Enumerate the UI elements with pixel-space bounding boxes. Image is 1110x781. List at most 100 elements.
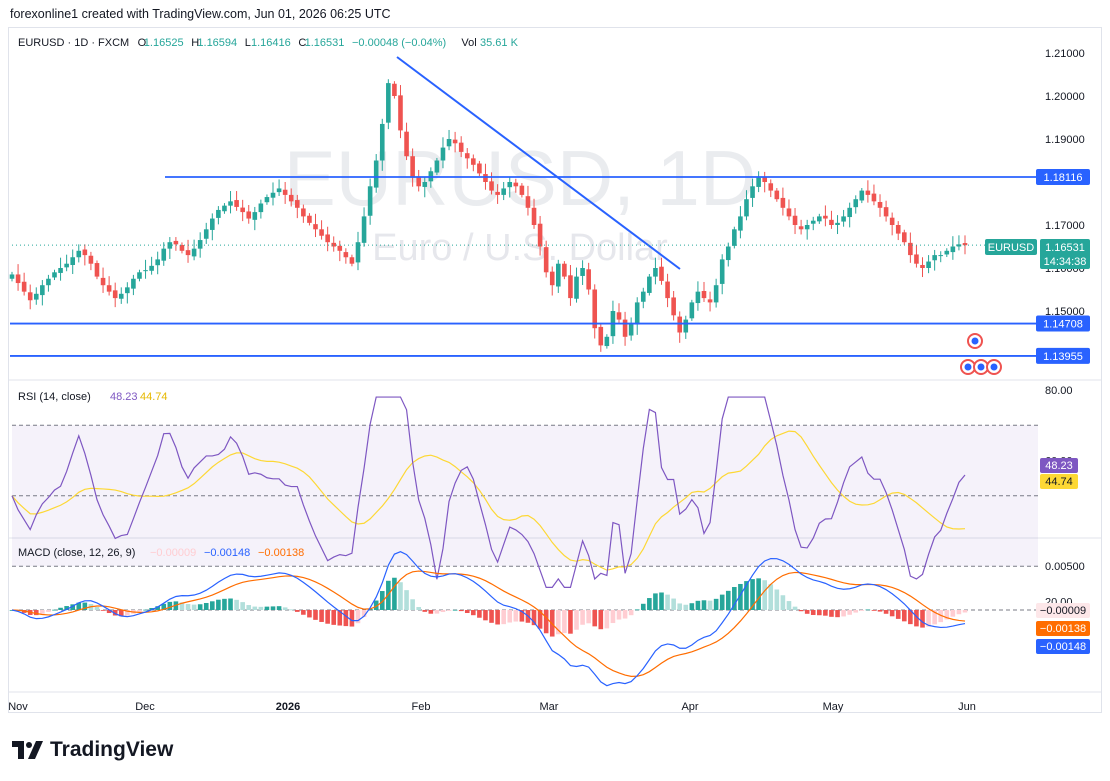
macd-histogram-bar <box>622 610 628 619</box>
macd-histogram-bar <box>282 607 288 610</box>
candle-body <box>568 275 573 299</box>
price-axis-tick: 1.15000 <box>1045 306 1085 318</box>
candle-body <box>501 188 506 195</box>
price-axis-tick: 1.20000 <box>1045 91 1085 103</box>
candle-body <box>628 323 634 336</box>
macd-histogram-bar <box>240 602 245 610</box>
macd-histogram-bar <box>398 582 403 610</box>
macd-histogram-bar <box>659 592 664 610</box>
legend-c-value: 1.16531 <box>305 37 345 49</box>
candle-body <box>40 285 45 296</box>
candle-body <box>446 139 452 147</box>
candle-body <box>173 240 179 245</box>
candle-body <box>653 268 658 277</box>
tradingview-brand[interactable]: TradingView <box>12 738 173 762</box>
macd-histogram-bar <box>877 610 883 612</box>
bar-countdown: 14:34:38 <box>1044 256 1087 268</box>
candle-body <box>240 207 245 213</box>
macd-histogram-bar <box>191 604 197 610</box>
candle-body <box>926 261 931 268</box>
candle-body <box>82 249 88 256</box>
time-axis-label: May <box>823 701 844 713</box>
macd-histogram-bar <box>325 610 330 624</box>
macd-histogram-bar <box>70 604 76 610</box>
macd-histogram-bar <box>956 610 962 615</box>
candle-body <box>9 274 15 279</box>
candle-body <box>361 216 367 243</box>
candle-body <box>543 247 549 273</box>
legend-change: −0.00048 (−0.04%) <box>352 37 446 49</box>
candle-body <box>106 285 112 292</box>
macd-histogram-bar <box>64 606 69 610</box>
macd-histogram-bar <box>725 590 731 610</box>
candle-body <box>258 203 264 213</box>
candle-body <box>817 216 822 222</box>
candle-body <box>622 319 628 337</box>
macd-histogram-bar <box>707 600 713 610</box>
candle-body <box>901 232 907 243</box>
candle-body <box>337 245 343 251</box>
macd-histogram-bar <box>901 610 907 622</box>
macd-histogram-bar <box>768 584 774 610</box>
legend-vol-value: 35.61 K <box>480 37 519 49</box>
macd-histogram-bar <box>817 610 822 616</box>
macd-histogram-bar <box>501 610 506 625</box>
chart-credit: forexonline1 created with TradingView.co… <box>10 7 391 21</box>
legend-vol-label: Vol <box>461 37 476 49</box>
flag-center <box>964 363 972 371</box>
macd-histogram-bar <box>307 610 312 618</box>
chart-frame <box>8 27 1102 713</box>
rsi-ma-label <box>1040 474 1078 489</box>
macd-histogram-bar <box>404 590 409 610</box>
macd-histogram-bar <box>713 598 719 610</box>
candle-body <box>732 229 737 246</box>
candle-body <box>167 242 173 249</box>
macd-histogram-bar <box>750 579 755 610</box>
candle-body <box>640 291 646 302</box>
legend-l-value: 1.16416 <box>251 37 291 49</box>
candle-body <box>331 242 337 247</box>
macd-histogram-bar <box>452 609 458 611</box>
macd-histogram-bar <box>610 610 616 624</box>
time-axis-label: Dec <box>135 701 155 713</box>
macd-histogram-bar <box>379 591 385 610</box>
candle-body <box>683 319 689 333</box>
candle-body <box>677 316 683 333</box>
candle-body <box>489 181 494 191</box>
macd-histogram-bar <box>276 606 282 610</box>
macd-histogram-bar <box>210 601 215 610</box>
time-axis-label: Mar <box>540 701 559 713</box>
trendline[interactable] <box>396 56 681 270</box>
candle-body <box>908 242 913 256</box>
rsi-value-label-text: 48.23 <box>1045 460 1073 472</box>
macd-histogram-bar <box>574 610 579 630</box>
candle-body <box>191 248 197 257</box>
macd-histogram-bar <box>580 610 585 625</box>
flag-center <box>977 363 985 371</box>
candle-body <box>537 223 543 247</box>
macd-histogram-bar <box>252 606 258 610</box>
macd-histogram-bar <box>106 610 112 614</box>
candle-body <box>713 285 719 303</box>
macd-histogram-bar <box>950 610 956 617</box>
candle-body <box>914 254 919 264</box>
level-price-label <box>1036 315 1090 332</box>
candle-body <box>46 278 51 286</box>
macd-histogram-bar <box>889 610 895 617</box>
candle-body <box>950 246 956 253</box>
rsi-value-label <box>1040 458 1078 473</box>
candle-body <box>355 242 361 263</box>
macd-histogram-bar <box>604 610 610 629</box>
macd-histogram-bar <box>343 610 349 627</box>
candle-body <box>404 131 409 157</box>
macd-histogram-bar <box>926 610 931 627</box>
candles <box>9 79 968 352</box>
macd-histogram-bar <box>628 610 634 616</box>
macd-histogram-bar <box>349 610 355 627</box>
candle-body <box>920 264 925 268</box>
rsi-ma-label-text: 44.74 <box>1045 476 1073 488</box>
macd-histogram-bar <box>361 610 367 618</box>
candle-body <box>21 281 27 292</box>
time-axis-label: 2026 <box>276 701 300 713</box>
